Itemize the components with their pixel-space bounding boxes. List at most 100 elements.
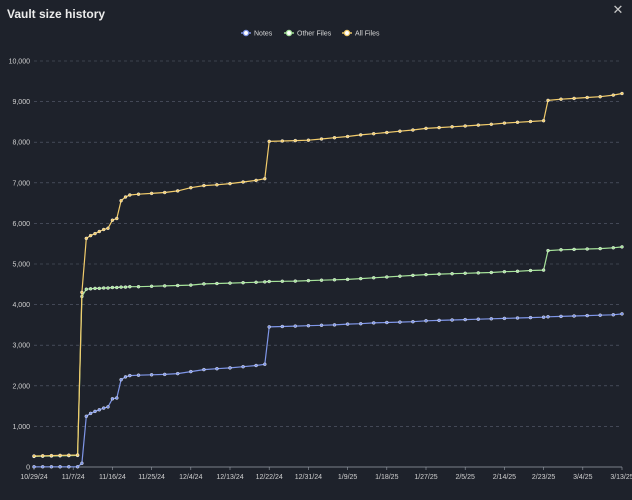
data-point[interactable] xyxy=(241,365,245,369)
data-point[interactable] xyxy=(319,323,324,327)
data-point[interactable] xyxy=(620,245,624,249)
data-point[interactable] xyxy=(123,195,128,199)
data-point[interactable] xyxy=(585,247,589,251)
data-point[interactable] xyxy=(32,465,36,469)
data-point[interactable] xyxy=(123,285,128,289)
data-point[interactable] xyxy=(332,135,337,140)
data-point[interactable] xyxy=(267,139,271,144)
data-point[interactable] xyxy=(385,130,389,135)
data-point[interactable] xyxy=(502,121,507,125)
data-point[interactable] xyxy=(293,279,297,283)
data-point[interactable] xyxy=(528,268,533,273)
data-point[interactable] xyxy=(228,181,232,186)
data-point[interactable] xyxy=(476,123,480,127)
data-point[interactable] xyxy=(345,322,350,326)
data-point[interactable] xyxy=(263,176,267,181)
data-point[interactable] xyxy=(149,284,154,288)
data-point[interactable] xyxy=(101,286,106,290)
data-point[interactable] xyxy=(175,371,180,376)
data-point[interactable] xyxy=(515,269,520,273)
data-point[interactable] xyxy=(620,91,624,96)
data-point[interactable] xyxy=(241,180,245,184)
data-point[interactable] xyxy=(585,95,589,100)
data-point[interactable] xyxy=(110,218,115,222)
data-point[interactable] xyxy=(372,131,376,136)
data-point[interactable] xyxy=(115,396,119,400)
data-point[interactable] xyxy=(75,453,80,457)
legend-item[interactable]: All Files xyxy=(342,29,380,38)
data-point[interactable] xyxy=(215,183,219,187)
data-point[interactable] xyxy=(149,373,154,377)
data-point[interactable] xyxy=(136,285,141,289)
data-point[interactable] xyxy=(541,118,546,123)
data-point[interactable] xyxy=(424,272,428,277)
data-point[interactable] xyxy=(228,366,232,370)
data-point[interactable] xyxy=(319,278,324,282)
data-point[interactable] xyxy=(359,276,363,281)
data-point[interactable] xyxy=(254,363,258,368)
data-point[interactable] xyxy=(189,369,193,374)
data-point[interactable] xyxy=(411,128,415,132)
data-point[interactable] xyxy=(241,281,245,285)
data-point[interactable] xyxy=(306,138,311,142)
data-point[interactable] xyxy=(162,372,167,377)
data-point[interactable] xyxy=(93,409,97,414)
data-point[interactable] xyxy=(263,280,267,284)
data-point[interactable] xyxy=(332,323,337,327)
data-point[interactable] xyxy=(489,270,493,275)
data-point[interactable] xyxy=(463,271,467,275)
data-point[interactable] xyxy=(515,120,520,125)
data-point[interactable] xyxy=(528,119,533,124)
data-point[interactable] xyxy=(84,236,89,241)
data-point[interactable] xyxy=(280,279,284,283)
data-point[interactable] xyxy=(463,124,467,128)
data-point[interactable] xyxy=(88,411,93,416)
data-point[interactable] xyxy=(80,290,84,295)
data-point[interactable] xyxy=(189,283,193,287)
data-point[interactable] xyxy=(215,281,219,286)
close-icon[interactable]: ✕ xyxy=(612,3,624,18)
data-point[interactable] xyxy=(110,285,115,290)
data-point[interactable] xyxy=(598,246,602,251)
data-point[interactable] xyxy=(58,453,62,458)
data-point[interactable] xyxy=(411,320,415,324)
data-point[interactable] xyxy=(67,453,71,457)
data-point[interactable] xyxy=(41,465,45,469)
data-point[interactable] xyxy=(189,185,193,190)
data-point[interactable] xyxy=(228,281,232,285)
data-point[interactable] xyxy=(106,405,110,409)
data-point[interactable] xyxy=(598,94,602,99)
data-point[interactable] xyxy=(611,93,615,97)
data-point[interactable] xyxy=(306,278,311,283)
data-point[interactable] xyxy=(263,362,267,366)
data-point[interactable] xyxy=(541,315,546,319)
data-point[interactable] xyxy=(101,406,106,410)
data-point[interactable] xyxy=(528,315,533,320)
data-point[interactable] xyxy=(559,314,563,319)
data-point[interactable] xyxy=(84,414,89,418)
data-point[interactable] xyxy=(620,312,624,316)
data-point[interactable] xyxy=(489,122,493,127)
data-point[interactable] xyxy=(572,314,576,318)
data-point[interactable] xyxy=(515,316,520,320)
data-point[interactable] xyxy=(476,271,480,275)
data-point[interactable] xyxy=(437,125,441,130)
data-point[interactable] xyxy=(489,317,493,321)
data-point[interactable] xyxy=(97,286,102,291)
data-point[interactable] xyxy=(332,278,337,282)
data-point[interactable] xyxy=(345,134,350,139)
data-point[interactable] xyxy=(398,129,402,133)
data-point[interactable] xyxy=(58,465,62,469)
data-point[interactable] xyxy=(559,248,563,252)
data-point[interactable] xyxy=(215,367,219,371)
data-point[interactable] xyxy=(128,373,132,378)
data-point[interactable] xyxy=(267,325,271,329)
data-point[interactable] xyxy=(546,315,550,319)
data-point[interactable] xyxy=(424,319,428,323)
data-point[interactable] xyxy=(372,276,376,280)
data-point[interactable] xyxy=(450,125,454,129)
data-point[interactable] xyxy=(293,324,297,328)
data-point[interactable] xyxy=(267,279,271,284)
data-point[interactable] xyxy=(41,454,45,458)
data-point[interactable] xyxy=(359,322,363,326)
